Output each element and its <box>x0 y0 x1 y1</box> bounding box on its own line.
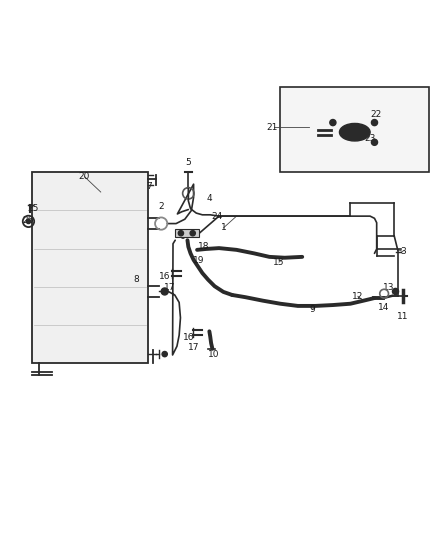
Text: 5: 5 <box>185 158 191 167</box>
Circle shape <box>190 231 195 236</box>
Circle shape <box>161 288 168 295</box>
Text: 16: 16 <box>159 272 170 281</box>
Text: 14: 14 <box>378 303 390 312</box>
Text: 8: 8 <box>133 275 139 284</box>
Text: 6: 6 <box>179 232 185 241</box>
Text: 17: 17 <box>188 343 199 352</box>
Text: 20: 20 <box>79 172 90 181</box>
Circle shape <box>26 219 31 223</box>
Text: 10: 10 <box>208 350 219 359</box>
Text: 13: 13 <box>383 282 395 292</box>
Text: 22: 22 <box>370 110 381 118</box>
Circle shape <box>178 231 184 236</box>
Text: 15: 15 <box>273 257 285 266</box>
Text: 12: 12 <box>352 292 364 301</box>
Bar <box>175 229 199 237</box>
Circle shape <box>392 288 399 295</box>
Text: 4: 4 <box>207 194 212 203</box>
Text: 19: 19 <box>193 256 205 265</box>
Text: 23: 23 <box>364 134 376 143</box>
Text: 24: 24 <box>211 212 223 221</box>
Text: 9: 9 <box>309 305 315 314</box>
Text: 21: 21 <box>266 123 277 132</box>
Ellipse shape <box>339 124 370 141</box>
Text: 18: 18 <box>198 243 209 251</box>
Text: 3: 3 <box>400 247 406 256</box>
Bar <box>280 87 429 172</box>
Text: 26: 26 <box>22 216 33 225</box>
Circle shape <box>371 139 378 146</box>
Text: 16: 16 <box>183 333 194 342</box>
Text: 17: 17 <box>164 282 176 292</box>
Text: 11: 11 <box>397 312 409 321</box>
Text: 25: 25 <box>27 204 39 213</box>
Circle shape <box>371 119 378 126</box>
Circle shape <box>330 119 336 126</box>
Circle shape <box>162 351 167 357</box>
Text: 7: 7 <box>146 182 152 191</box>
Bar <box>32 172 148 363</box>
Text: 2: 2 <box>159 202 164 211</box>
Text: 1: 1 <box>220 223 226 232</box>
